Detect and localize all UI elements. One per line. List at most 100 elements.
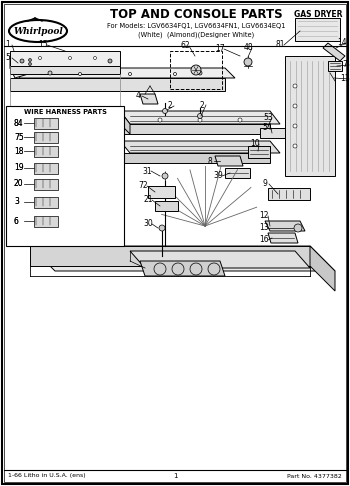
Text: 10: 10 (250, 139, 260, 149)
Circle shape (197, 114, 203, 119)
Text: 75: 75 (14, 133, 24, 141)
Circle shape (28, 58, 32, 62)
Bar (34, 197, 58, 208)
Polygon shape (310, 246, 335, 291)
Polygon shape (328, 61, 342, 71)
Text: 6: 6 (14, 216, 19, 226)
Bar (34, 163, 58, 174)
Text: Part No. 4377382: Part No. 4377382 (287, 473, 342, 479)
Circle shape (159, 225, 165, 231)
Text: 16: 16 (259, 236, 269, 244)
Circle shape (78, 72, 82, 75)
Polygon shape (140, 94, 158, 104)
Circle shape (294, 224, 302, 232)
Text: 15: 15 (38, 40, 48, 50)
Circle shape (48, 71, 52, 75)
Text: 3: 3 (14, 197, 19, 207)
Text: 18: 18 (14, 146, 23, 156)
Circle shape (128, 72, 132, 75)
Text: 11: 11 (340, 74, 350, 84)
Text: 20: 20 (14, 179, 24, 189)
Text: 9: 9 (262, 179, 267, 189)
Polygon shape (10, 56, 55, 78)
Polygon shape (260, 128, 285, 138)
Text: (White)  (Almond)(Designer White): (White) (Almond)(Designer White) (138, 32, 254, 38)
Circle shape (162, 173, 168, 179)
Polygon shape (148, 186, 175, 198)
Polygon shape (10, 51, 120, 66)
Text: 20: 20 (14, 179, 24, 189)
Text: 5: 5 (6, 53, 10, 63)
Polygon shape (323, 43, 345, 61)
Circle shape (238, 118, 242, 122)
Circle shape (244, 58, 252, 66)
Text: For Models: LGV6634FQ1, LGV6634FN1, LGV6634EQ1: For Models: LGV6634FQ1, LGV6634FN1, LGV6… (107, 23, 285, 29)
Polygon shape (30, 246, 335, 271)
Polygon shape (155, 201, 178, 211)
Polygon shape (140, 261, 225, 276)
Polygon shape (285, 56, 335, 176)
Text: WIRE HARNESS PARTS: WIRE HARNESS PARTS (23, 109, 106, 115)
Text: 2: 2 (199, 101, 204, 109)
Text: 1: 1 (6, 40, 10, 50)
Bar (34, 132, 58, 143)
Polygon shape (120, 111, 130, 134)
Text: 72: 72 (138, 181, 148, 191)
Polygon shape (265, 221, 305, 231)
Polygon shape (10, 66, 120, 74)
Circle shape (293, 124, 297, 128)
Circle shape (162, 108, 168, 114)
Text: 1-66 Litho in U.S.A. (ens): 1-66 Litho in U.S.A. (ens) (8, 473, 86, 479)
Text: 3: 3 (14, 197, 19, 207)
Bar (34, 118, 58, 129)
Circle shape (293, 144, 297, 148)
Text: Whirlpool: Whirlpool (13, 28, 63, 36)
Circle shape (93, 56, 97, 59)
Text: 75: 75 (14, 133, 24, 141)
Polygon shape (248, 146, 270, 158)
Polygon shape (215, 156, 243, 166)
Polygon shape (268, 233, 298, 243)
Text: 48: 48 (243, 44, 253, 52)
Circle shape (293, 84, 297, 88)
Bar (170, 51, 222, 89)
Circle shape (293, 104, 297, 108)
Circle shape (38, 56, 42, 59)
Polygon shape (30, 246, 310, 266)
Polygon shape (10, 78, 225, 91)
Text: 21: 21 (143, 195, 153, 205)
Text: 12: 12 (259, 211, 269, 221)
Text: 19: 19 (14, 163, 24, 173)
Text: 62: 62 (180, 41, 190, 51)
Polygon shape (225, 168, 250, 178)
Polygon shape (120, 141, 280, 153)
Circle shape (174, 72, 176, 75)
Text: 2: 2 (168, 102, 172, 110)
Circle shape (198, 118, 202, 122)
Text: 17: 17 (215, 45, 225, 53)
Text: GAS DRYER: GAS DRYER (294, 11, 343, 19)
Circle shape (198, 71, 202, 75)
Text: 84: 84 (14, 119, 24, 127)
Circle shape (20, 59, 24, 63)
Polygon shape (295, 18, 340, 41)
Text: 7: 7 (343, 60, 348, 69)
Circle shape (158, 118, 162, 122)
Text: TOP AND CONSOLE PARTS: TOP AND CONSOLE PARTS (110, 8, 282, 21)
Bar (34, 216, 58, 227)
Text: 18: 18 (14, 146, 23, 156)
Bar (34, 146, 58, 157)
Text: 1: 1 (173, 473, 177, 479)
Text: 39: 39 (213, 172, 223, 180)
Polygon shape (10, 68, 235, 78)
Text: 81: 81 (275, 40, 285, 50)
Text: 54: 54 (262, 123, 272, 133)
Circle shape (28, 63, 32, 66)
Bar (6, 106, 124, 246)
Text: 30: 30 (143, 220, 153, 228)
Polygon shape (130, 251, 310, 268)
Text: 6: 6 (14, 216, 19, 226)
Circle shape (69, 56, 71, 59)
Polygon shape (268, 188, 310, 200)
Polygon shape (120, 111, 280, 124)
